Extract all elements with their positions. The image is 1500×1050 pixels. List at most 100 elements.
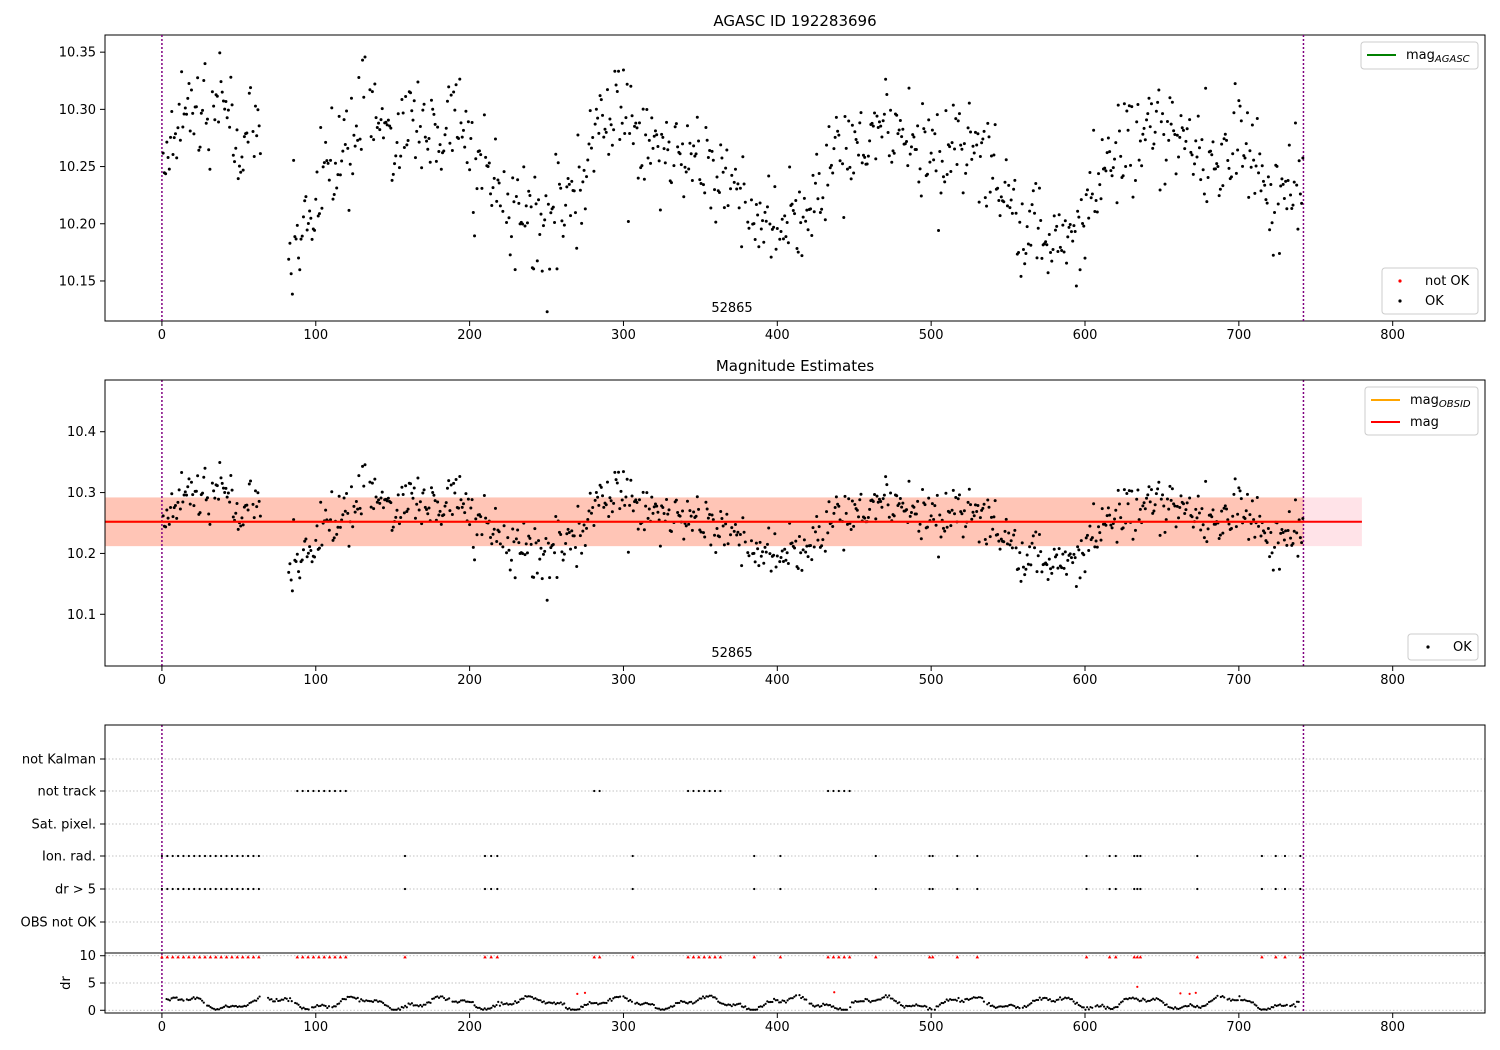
dr-point xyxy=(688,1001,691,1004)
data-point xyxy=(559,186,563,190)
data-point xyxy=(1270,221,1274,225)
data-point xyxy=(592,169,596,173)
data-point xyxy=(523,553,527,557)
data-point xyxy=(524,204,528,208)
dr-point xyxy=(1133,997,1136,1000)
data-point xyxy=(468,168,472,172)
data-point xyxy=(489,192,493,196)
data-point xyxy=(1300,201,1304,205)
data-point xyxy=(843,114,847,118)
dr-point xyxy=(1113,1006,1116,1009)
data-point xyxy=(1109,523,1113,527)
dr-point xyxy=(1170,1006,1173,1009)
data-point xyxy=(454,83,458,87)
data-point xyxy=(186,485,190,489)
dr-point xyxy=(436,995,439,998)
dr-point xyxy=(815,1004,818,1007)
not-ok-marker xyxy=(208,955,213,959)
dr-point xyxy=(823,1003,826,1007)
data-point xyxy=(923,130,927,134)
not-ok-marker xyxy=(251,955,256,959)
dr-point xyxy=(928,1006,931,1010)
data-point xyxy=(439,167,443,171)
dr-point xyxy=(1223,996,1226,999)
data-point xyxy=(308,209,312,213)
flag-point xyxy=(198,887,201,891)
data-point xyxy=(256,491,260,495)
dr-point xyxy=(1152,997,1155,1000)
dr-point xyxy=(805,998,808,1001)
data-point xyxy=(609,499,613,503)
data-point xyxy=(612,501,616,505)
data-point xyxy=(733,167,737,171)
flag-point xyxy=(323,789,326,793)
data-point xyxy=(437,513,441,517)
data-point xyxy=(1018,551,1022,555)
data-point xyxy=(351,525,355,529)
data-point xyxy=(1147,96,1151,100)
data-point xyxy=(1089,196,1093,200)
data-point xyxy=(1273,545,1277,549)
flag-point xyxy=(193,854,196,858)
data-point xyxy=(1148,500,1152,504)
data-point xyxy=(897,502,901,506)
data-point xyxy=(343,509,347,513)
data-point xyxy=(721,170,725,174)
data-point xyxy=(1298,536,1302,540)
dr-point xyxy=(324,1004,327,1008)
data-point xyxy=(1170,487,1174,491)
data-point xyxy=(1090,192,1094,196)
flag-point xyxy=(848,789,851,793)
data-point xyxy=(342,118,346,122)
data-point xyxy=(187,82,191,86)
dr-point xyxy=(837,1008,840,1011)
dr-point xyxy=(508,1002,512,1006)
data-point xyxy=(401,493,405,497)
dr-point xyxy=(996,1006,999,1009)
data-point xyxy=(369,135,373,139)
data-point xyxy=(614,83,618,87)
data-point xyxy=(570,179,574,183)
data-point xyxy=(1090,536,1094,540)
data-point xyxy=(1273,210,1277,214)
data-point xyxy=(757,564,761,568)
dr-point xyxy=(1097,1005,1101,1008)
data-point xyxy=(581,529,585,533)
data-point xyxy=(167,167,171,171)
data-point xyxy=(1021,565,1025,569)
data-point xyxy=(249,86,253,90)
not-ok-marker xyxy=(219,955,223,959)
data-point xyxy=(793,546,797,550)
data-point xyxy=(314,538,318,542)
dr-point xyxy=(217,1008,221,1011)
data-point xyxy=(385,499,389,503)
dr-point xyxy=(637,1002,640,1005)
data-point xyxy=(351,172,355,176)
data-point xyxy=(914,148,918,152)
data-point xyxy=(1167,138,1171,142)
data-point xyxy=(978,154,982,158)
dr-point xyxy=(314,1005,317,1008)
data-point xyxy=(688,509,692,513)
dr-point xyxy=(857,1000,860,1003)
data-point xyxy=(842,215,846,219)
data-point xyxy=(1037,186,1041,190)
data-point xyxy=(882,493,886,497)
dr-point xyxy=(844,1008,847,1011)
data-point xyxy=(1084,193,1088,197)
data-point xyxy=(838,159,842,163)
x-tick-label: 800 xyxy=(1380,328,1405,343)
data-point xyxy=(207,512,211,516)
dr-point xyxy=(757,1005,760,1009)
data-point xyxy=(1189,150,1193,154)
data-point xyxy=(482,113,486,117)
data-point xyxy=(347,208,351,212)
dr-point xyxy=(612,997,615,1000)
dr-point xyxy=(994,1006,997,1009)
data-point xyxy=(247,482,251,486)
dr-point xyxy=(1108,1007,1111,1010)
legend-marker-not-ok xyxy=(1398,279,1402,283)
data-point xyxy=(1083,256,1087,260)
not-ok-marker xyxy=(927,955,932,959)
dr-point xyxy=(962,1000,965,1004)
